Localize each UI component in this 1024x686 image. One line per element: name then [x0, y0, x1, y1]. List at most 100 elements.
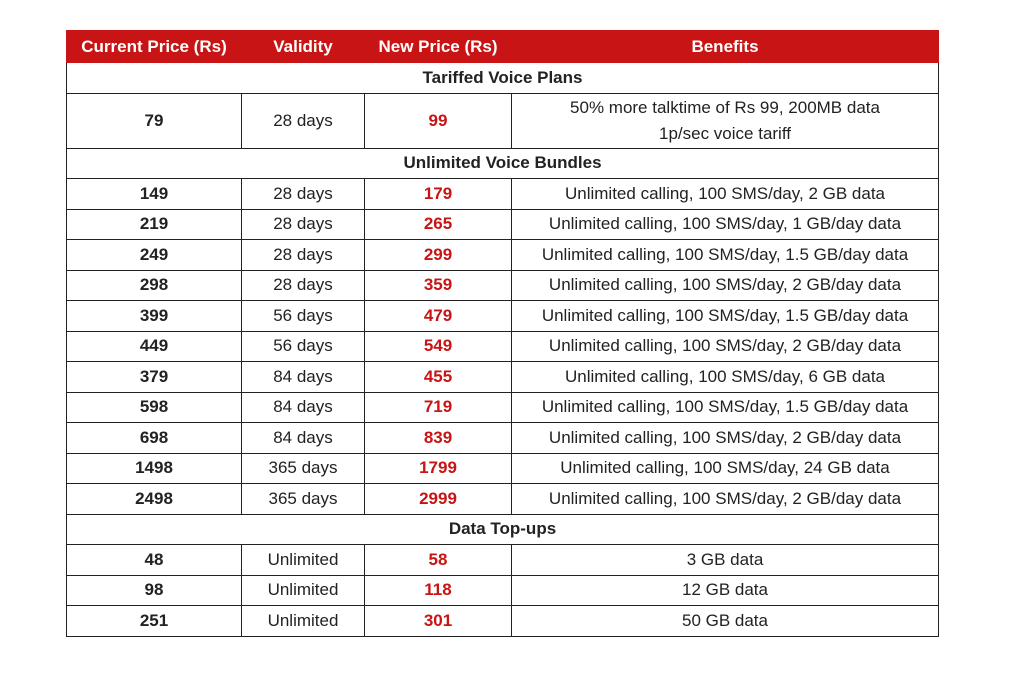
benefits-cell: Unlimited calling, 100 SMS/day, 2 GB/day…: [511, 269, 939, 301]
section-title: Data Top-ups: [66, 513, 939, 545]
new-price-cell: 839: [364, 422, 512, 454]
new-price-cell: 719: [364, 391, 512, 423]
new-price-cell: 301: [364, 605, 512, 637]
new-price-cell: 549: [364, 330, 512, 362]
benefits-cell: 3 GB data: [511, 544, 939, 576]
new-price-cell: 265: [364, 208, 512, 240]
benefit-line: 50% more talktime of Rs 99, 200MB data: [570, 97, 880, 117]
section-row: Data Top-ups: [66, 513, 939, 545]
table-row: 399 56 days 479 Unlimited calling, 100 SMS/…: [66, 300, 939, 332]
current-price-cell: 149: [66, 178, 242, 210]
benefit-line: Unlimited calling, 100 SMS/day, 2 GB/day…: [548, 336, 902, 356]
current-price-cell: 219: [66, 208, 242, 240]
validity-cell: 365 days: [241, 452, 365, 484]
table-body: Tariffed Voice Plans 79 28 days 99 50% more …: [66, 62, 939, 637]
table-row: 251 Unlimited 301 50 GB data: [66, 605, 939, 637]
current-price-cell: 48: [66, 544, 242, 576]
new-price-cell: 299: [364, 239, 512, 271]
benefit-line: 1p/sec voice tariff: [659, 123, 791, 143]
validity-cell: 365 days: [241, 483, 365, 515]
table-row: 219 28 days 265 Unlimited calling, 100 SMS/…: [66, 208, 939, 240]
benefits-cell: 50% more talktime of Rs 99, 200MB data 1p…: [511, 92, 939, 149]
header-row: Current Price (Rs) Validity New Price (R…: [66, 30, 939, 63]
table-row: 598 84 days 719 Unlimited calling, 100 SMS/…: [66, 391, 939, 423]
validity-cell: Unlimited: [241, 544, 365, 576]
new-price-cell: 479: [364, 300, 512, 332]
validity-cell: 28 days: [241, 92, 365, 149]
benefit-line: Unlimited calling, 100 SMS/day, 2 GB/day…: [548, 275, 902, 295]
new-price-cell: 58: [364, 544, 512, 576]
benefits-cell: Unlimited calling, 100 SMS/day, 24 GB da…: [511, 452, 939, 484]
new-price-cell: 455: [364, 361, 512, 393]
benefit-line: Unlimited calling, 100 SMS/day, 1.5 GB/d…: [541, 305, 909, 325]
benefit-line: Unlimited calling, 100 SMS/day, 1.5 GB/d…: [541, 244, 909, 264]
benefit-line: 50 GB data: [681, 610, 768, 630]
current-price-cell: 98: [66, 574, 242, 606]
benefit-line: Unlimited calling, 100 SMS/day, 2 GB/day…: [548, 488, 902, 508]
price-table: Current Price (Rs) Validity New Price (R…: [66, 30, 939, 637]
table-row: 1498 365 days 1799 Unlimited calling, 100 S…: [66, 452, 939, 484]
benefits-cell: 50 GB data: [511, 605, 939, 637]
validity-cell: 56 days: [241, 300, 365, 332]
validity-cell: 84 days: [241, 361, 365, 393]
current-price-cell: 79: [66, 92, 242, 149]
benefits-cell: Unlimited calling, 100 SMS/day, 6 GB dat…: [511, 361, 939, 393]
current-price-cell: 449: [66, 330, 242, 362]
benefit-line: Unlimited calling, 100 SMS/day, 2 GB/day…: [548, 427, 902, 447]
benefit-line: Unlimited calling, 100 SMS/day, 1.5 GB/d…: [541, 397, 909, 417]
current-price-cell: 298: [66, 269, 242, 301]
benefits-cell: Unlimited calling, 100 SMS/day, 1.5 GB/d…: [511, 300, 939, 332]
current-price-cell: 379: [66, 361, 242, 393]
new-price-cell: 99: [364, 92, 512, 149]
current-price-cell: 698: [66, 422, 242, 454]
table-row: 2498 365 days 2999 Unlimited calling, 100 S…: [66, 483, 939, 515]
current-price-cell: 2498: [66, 483, 242, 515]
current-price-cell: 598: [66, 391, 242, 423]
validity-cell: 28 days: [241, 178, 365, 210]
table-row: 379 84 days 455 Unlimited calling, 100 SMS/…: [66, 361, 939, 393]
header-validity: Validity: [241, 30, 365, 63]
benefits-cell: Unlimited calling, 100 SMS/day, 1.5 GB/d…: [511, 391, 939, 423]
table-row: 48 Unlimited 58 3 GB data: [66, 544, 939, 576]
table-row: 298 28 days 359 Unlimited calling, 100 SMS/…: [66, 269, 939, 301]
section-row: Unlimited Voice Bundles: [66, 147, 939, 179]
validity-cell: 56 days: [241, 330, 365, 362]
new-price-cell: 118: [364, 574, 512, 606]
benefit-line: Unlimited calling, 100 SMS/day, 6 GB dat…: [564, 366, 885, 386]
validity-cell: 28 days: [241, 269, 365, 301]
validity-cell: 84 days: [241, 391, 365, 423]
new-price-cell: 2999: [364, 483, 512, 515]
new-price-cell: 359: [364, 269, 512, 301]
benefits-cell: 12 GB data: [511, 574, 939, 606]
table-row: 449 56 days 549 Unlimited calling, 100 SMS/…: [66, 330, 939, 362]
header-benefits: Benefits: [511, 30, 939, 63]
benefit-line: Unlimited calling, 100 SMS/day, 1 GB/day…: [548, 214, 902, 234]
table-row: 698 84 days 839 Unlimited calling, 100 SMS/…: [66, 422, 939, 454]
table-row: 79 28 days 99 50% more talktime of Rs 99, 2…: [66, 92, 939, 149]
benefit-line: Unlimited calling, 100 SMS/day, 24 GB da…: [560, 458, 890, 478]
validity-cell: 84 days: [241, 422, 365, 454]
benefits-cell: Unlimited calling, 100 SMS/day, 1 GB/day…: [511, 208, 939, 240]
validity-cell: Unlimited: [241, 574, 365, 606]
new-price-cell: 1799: [364, 452, 512, 484]
validity-cell: Unlimited: [241, 605, 365, 637]
benefit-line: 3 GB data: [686, 549, 764, 569]
validity-cell: 28 days: [241, 208, 365, 240]
section-title: Unlimited Voice Bundles: [66, 147, 939, 179]
current-price-cell: 1498: [66, 452, 242, 484]
benefits-cell: Unlimited calling, 100 SMS/day, 2 GB/day…: [511, 483, 939, 515]
section-row: Tariffed Voice Plans: [66, 62, 939, 94]
benefit-line: 12 GB data: [681, 580, 768, 600]
validity-cell: 28 days: [241, 239, 365, 271]
section-title: Tariffed Voice Plans: [66, 62, 939, 94]
table-row: 149 28 days 179 Unlimited calling, 100 SMS/…: [66, 178, 939, 210]
current-price-cell: 249: [66, 239, 242, 271]
current-price-cell: 251: [66, 605, 242, 637]
new-price-cell: 179: [364, 178, 512, 210]
table-row: 98 Unlimited 118 12 GB data: [66, 574, 939, 606]
benefits-cell: Unlimited calling, 100 SMS/day, 2 GB dat…: [511, 178, 939, 210]
benefits-cell: Unlimited calling, 100 SMS/day, 2 GB/day…: [511, 330, 939, 362]
current-price-cell: 399: [66, 300, 242, 332]
table-row: 249 28 days 299 Unlimited calling, 100 SMS/…: [66, 239, 939, 271]
header-current-price: Current Price (Rs): [66, 30, 242, 63]
